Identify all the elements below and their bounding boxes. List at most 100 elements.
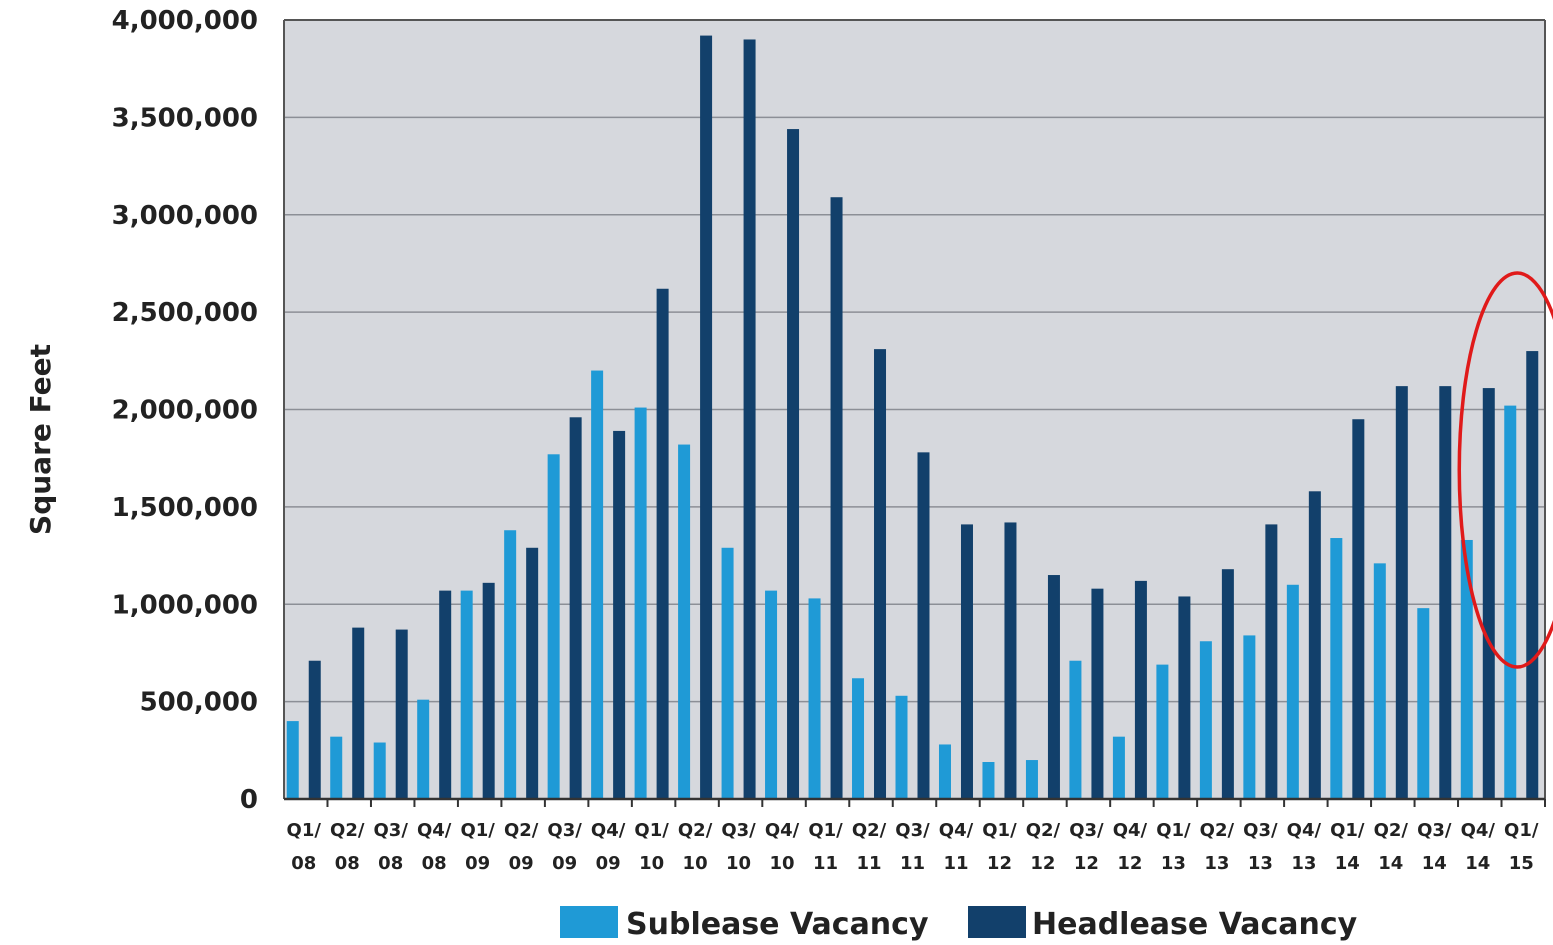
axes [283,19,1546,807]
bar-headlease [1178,596,1191,799]
bar-sublease [1112,736,1125,799]
bar-sublease [938,744,951,799]
x-tick-label-year: 14 [1335,853,1360,874]
y-tick-label: 4,000,000 [112,6,258,36]
bar-headlease [917,452,930,799]
bar-sublease [591,370,604,799]
bar-headlease [1526,351,1539,799]
x-tick-label-quarter: Q4/ [939,820,974,841]
x-tick-label-year: 09 [552,853,577,874]
x-tick-label-year: 12 [1074,853,1099,874]
x-tick-label-quarter: Q4/ [591,820,626,841]
x-tick-label-quarter: Q4/ [1113,820,1148,841]
bar-headlease [439,590,452,799]
bar-headlease [1439,386,1452,799]
x-tick-label-year: 14 [1422,853,1447,874]
bar-headlease [395,629,408,799]
bar-headlease [1482,388,1495,799]
bar-sublease [678,444,691,799]
bar-sublease [1025,760,1038,799]
x-tick-label-quarter: Q1/ [1156,820,1191,841]
bar-headlease [1004,522,1017,799]
x-tick-label-year: 08 [378,853,403,874]
x-tick-label-year: 13 [1204,853,1229,874]
x-tick-label-year: 09 [509,853,534,874]
x-tick-label-year: 10 [770,853,795,874]
x-tick-label-quarter: Q1/ [1504,820,1539,841]
x-tick-label-quarter: Q1/ [1330,820,1365,841]
bar-sublease [852,678,865,799]
bar-sublease [1243,635,1256,799]
x-tick-label-quarter: Q3/ [374,820,409,841]
bar-sublease [1199,641,1212,799]
x-tick-label-quarter: Q1/ [808,820,843,841]
x-tick-label-year: 13 [1248,853,1273,874]
x-tick-label-year: 10 [726,853,751,874]
y-tick-label: 500,000 [140,688,258,718]
legend: Sublease Vacancy Headlease Vacancy [560,906,1358,942]
x-tick-label-quarter: Q2/ [1026,820,1061,841]
bar-headlease [700,35,713,799]
bar-headlease [787,129,800,799]
x-tick-label-quarter: Q4/ [1461,820,1496,841]
x-tick-label-year: 08 [335,853,360,874]
bar-sublease [286,721,299,799]
bar-headlease [482,582,495,799]
legend-label: Sublease Vacancy [626,907,929,942]
bar-sublease [1286,584,1299,799]
bar-sublease [808,598,821,799]
x-tick-label-year: 11 [943,853,968,874]
y-tick-label: 0 [240,785,258,815]
bar-sublease [417,699,430,799]
x-tick-label-quarter: Q3/ [547,820,582,841]
legend-item: Headlease Vacancy [968,906,1358,942]
bar-sublease [1156,664,1169,799]
x-tick-label-year: 08 [291,853,316,874]
x-tick-label-quarter: Q2/ [330,820,365,841]
y-axis-title: Square Feet [24,344,57,535]
highlight-ellipse [1457,271,1553,669]
x-tick-label-quarter: Q1/ [982,820,1017,841]
bar-sublease [634,407,647,799]
x-tick-label-quarter: Q2/ [1200,820,1235,841]
bar-sublease [1330,538,1343,799]
bar-headlease [1047,575,1060,799]
y-tick-label: 3,000,000 [112,201,258,231]
x-tick-label-quarter: Q1/ [460,820,495,841]
y-tick-label: 1,000,000 [112,590,258,620]
y-tick-label: 2,500,000 [112,298,258,328]
bar-sublease [330,736,343,799]
bar-headlease [1221,569,1234,799]
legend-swatch [560,906,618,938]
bar-headlease [960,524,973,799]
bar-sublease [721,547,734,799]
x-tick-label-quarter: Q3/ [895,820,930,841]
x-tick-label-year: 14 [1465,853,1490,874]
bar-headlease [1308,491,1321,799]
y-tick-label: 1,500,000 [112,493,258,523]
bars [286,35,1539,800]
bar-sublease [1504,405,1517,799]
x-tick-label-year: 13 [1291,853,1316,874]
bar-sublease [504,530,517,799]
bar-sublease [765,590,778,799]
x-tick-label-year: 12 [1030,853,1055,874]
x-tick-label-quarter: Q4/ [417,820,452,841]
bar-sublease [982,761,995,799]
bar-headlease [352,627,365,799]
x-tick-label-quarter: Q3/ [1417,820,1452,841]
bar-headlease [874,349,887,799]
y-tick-label: 2,000,000 [112,396,258,426]
x-tick-label-year: 14 [1378,853,1403,874]
legend-swatch [968,906,1026,938]
bar-headlease [526,547,539,799]
bar-sublease [1373,563,1386,799]
bar-headlease [1265,524,1278,799]
x-tick-label-quarter: Q2/ [852,820,887,841]
bar-headlease [569,417,582,799]
x-tick-label-year: 12 [1117,853,1142,874]
bar-headlease [1352,419,1365,799]
x-tick-label-quarter: Q2/ [678,820,713,841]
